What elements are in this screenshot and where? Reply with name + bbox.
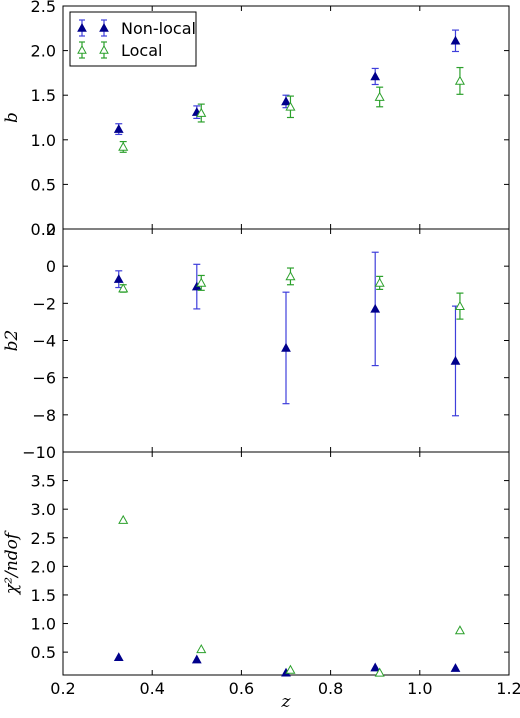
- data-point: [370, 662, 381, 672]
- y-tick-label: 0.0: [31, 220, 56, 239]
- y-axis-label: b2: [2, 330, 22, 352]
- data-point: [196, 277, 207, 287]
- y-tick-label: 0.5: [31, 643, 56, 662]
- legend-marker: [77, 22, 87, 32]
- y-tick-label: −4: [32, 332, 56, 351]
- legend-label: Non-local: [121, 19, 196, 38]
- data-point: [454, 625, 465, 635]
- legend-marker: [77, 44, 87, 54]
- data-point: [191, 654, 202, 664]
- x-tick-label: 1.2: [496, 679, 520, 698]
- data-point: [196, 644, 207, 654]
- y-tick-label: 2.0: [31, 42, 56, 61]
- y-tick-label: 1.5: [31, 586, 56, 605]
- y-tick-label: 1.0: [31, 615, 56, 634]
- y-tick-label: 0.5: [31, 175, 56, 194]
- x-axis-label: z: [281, 692, 292, 712]
- y-tick-label: −8: [32, 406, 56, 425]
- data-point: [450, 35, 461, 45]
- data-point: [285, 271, 296, 281]
- y-tick-label: −10: [22, 443, 56, 462]
- legend-label: Local: [121, 41, 162, 60]
- y-tick-label: 2.0: [31, 557, 56, 576]
- y-tick-label: 2: [46, 220, 56, 239]
- panel-3-frame: [62, 451, 510, 676]
- data-point: [196, 107, 207, 117]
- data-point: [118, 283, 129, 293]
- legend-box: [69, 11, 197, 67]
- data-point: [454, 75, 465, 85]
- y-tick-label: 3.0: [31, 500, 56, 519]
- data-point: [370, 303, 381, 313]
- x-tick-label: 0.2: [50, 679, 75, 698]
- data-point: [285, 664, 296, 674]
- data-point: [370, 71, 381, 81]
- y-tick-label: 1.5: [31, 86, 56, 105]
- data-point: [374, 667, 385, 677]
- legend: Non-local Local: [69, 11, 197, 67]
- legend-marker: [99, 22, 109, 32]
- data-point: [285, 101, 296, 111]
- y-tick-label: 0: [46, 257, 56, 276]
- x-tick-label: 0.4: [139, 679, 164, 698]
- data-point: [450, 355, 461, 365]
- y-tick-label: 1.0: [31, 131, 56, 150]
- data-point: [454, 300, 465, 310]
- data-point: [281, 96, 291, 106]
- data-point: [118, 141, 129, 151]
- y-tick-label: −2: [32, 294, 56, 313]
- y-tick-label: 2.5: [31, 529, 56, 548]
- y-axis-label: χ²/ndof: [2, 530, 22, 595]
- y-axis-label: b: [2, 112, 22, 123]
- data-point: [118, 514, 129, 524]
- x-tick-label: 0.6: [229, 679, 254, 698]
- y-tick-label: 2.5: [31, 0, 56, 16]
- x-tick-label: 0.8: [318, 679, 343, 698]
- data-point: [450, 663, 461, 672]
- y-tick-label: −6: [32, 369, 56, 388]
- data-point: [113, 652, 124, 662]
- x-tick-label: 1.0: [407, 679, 432, 698]
- legend-marker: [99, 44, 109, 54]
- data-point: [113, 274, 124, 283]
- data-point: [113, 124, 124, 133]
- data-point: [374, 91, 385, 101]
- data-point: [281, 342, 291, 352]
- data-point: [374, 277, 385, 287]
- y-tick-label: 3.5: [31, 472, 56, 491]
